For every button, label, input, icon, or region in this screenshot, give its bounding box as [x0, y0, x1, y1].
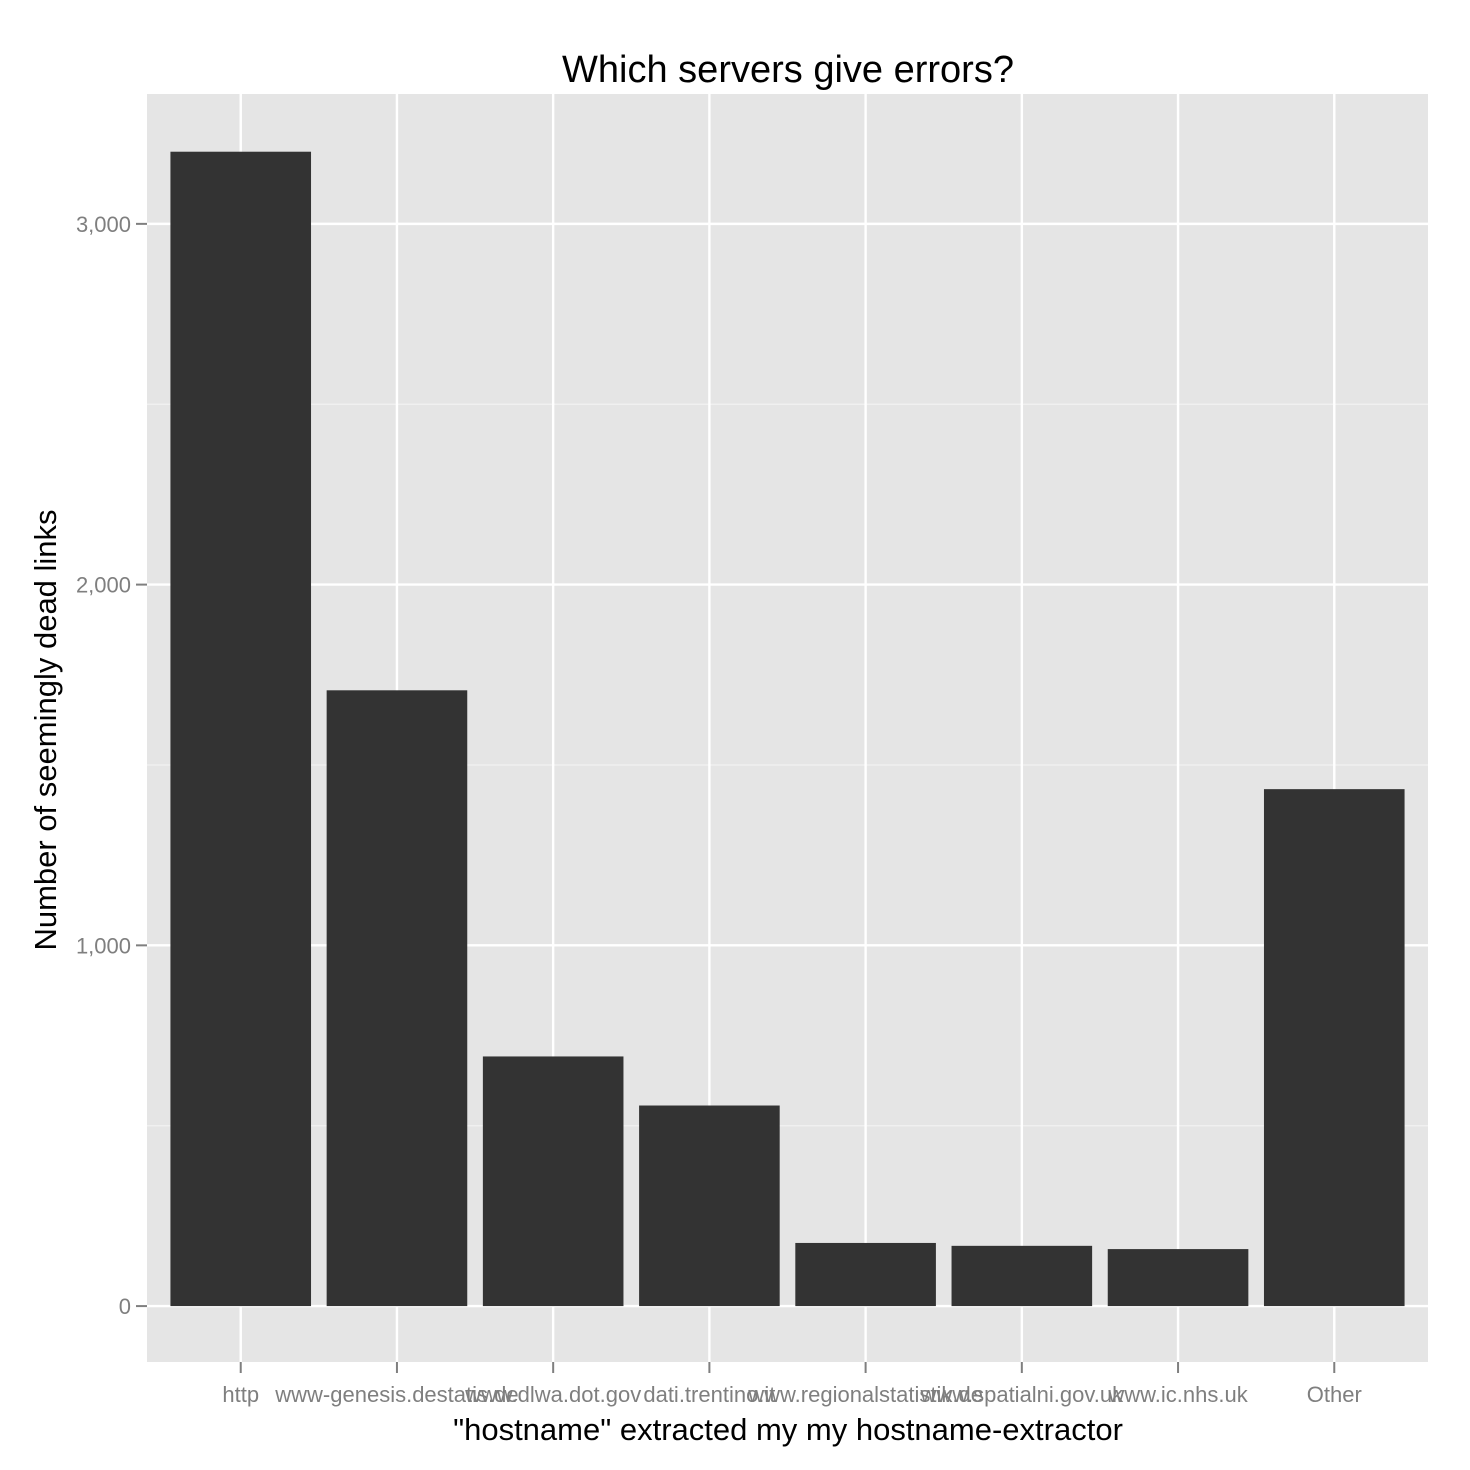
y-tick-label: 1,000 [76, 933, 131, 958]
axes: 0 1,000 2,000 3,000 http www-genesis.destatis… [76, 212, 1362, 1407]
x-tick-label: dati.trentino.it [643, 1382, 775, 1407]
x-tick-label: www.spatialni.gov.uk [920, 1382, 1125, 1407]
y-tick-label: 0 [119, 1294, 131, 1319]
bar [639, 1105, 780, 1307]
y-axis-title: Number of seemingly dead links [28, 509, 63, 950]
bar [170, 151, 312, 1307]
x-tick-label: www-genesis.destatis.de [274, 1382, 518, 1407]
bar [326, 690, 468, 1307]
bar [482, 1056, 624, 1307]
x-tick-label: http [222, 1382, 259, 1407]
y-tick-label: 2,000 [76, 573, 131, 598]
x-tick-label: www.ic.nhs.uk [1107, 1382, 1248, 1407]
chart-title: Which servers give errors? [562, 49, 1014, 91]
bar [1107, 1249, 1249, 1307]
y-tick-label: 3,000 [76, 212, 131, 237]
plot-area [147, 94, 1428, 1362]
x-tick-label: www.dlwa.dot.gov [464, 1382, 641, 1407]
x-axis-title: "hostname" extracted my my hostname-extr… [453, 1412, 1123, 1447]
bar [1263, 789, 1405, 1307]
x-tick-label: www.regionalstatistik.de [747, 1382, 983, 1407]
x-tick-label: Other [1307, 1382, 1362, 1407]
bar [951, 1245, 1093, 1307]
bar [795, 1242, 936, 1307]
